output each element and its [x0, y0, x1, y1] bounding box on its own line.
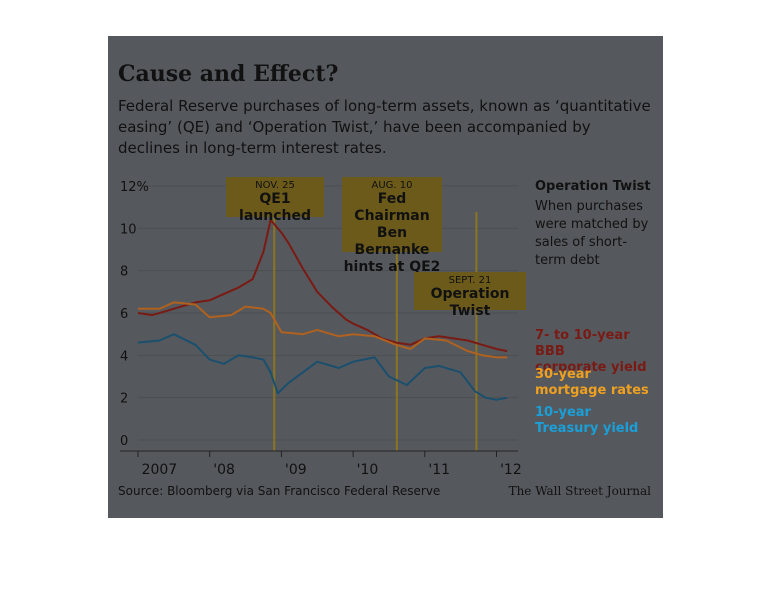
legend-mortgage-rates: 30-year mortgage rates	[535, 367, 649, 399]
horizontal-gridlines	[138, 185, 518, 441]
annotation-text: Operation Twist	[430, 286, 510, 319]
x-tick-label: '10	[357, 462, 379, 478]
legend-label: 10-year	[535, 405, 591, 420]
annotation-date: NOV. 25	[255, 180, 295, 191]
y-tick-label: 4	[120, 349, 128, 364]
annotation-text: Fed Chairman	[354, 191, 430, 224]
y-tick-label: 2	[120, 392, 128, 407]
x-tick-label: '11	[428, 462, 450, 478]
y-tick-label: 8	[120, 265, 128, 280]
x-axis-tick-labels: 2007 '08 '09 '10 '11 '12	[142, 462, 522, 478]
x-tick-label: '12	[500, 462, 522, 478]
annotation-date: SEPT. 21	[448, 275, 492, 286]
x-tick-label: 2007	[142, 462, 178, 478]
y-tick-label: 0	[120, 434, 128, 449]
mortgage-rates-line	[138, 301, 508, 359]
annotation-operation-twist: SEPT. 21 Operation Twist	[414, 272, 526, 319]
legend-label: 30-year	[535, 367, 591, 382]
x-axis	[120, 450, 518, 457]
y-axis-tick-labels: 12% 10 8 6 4 2 0	[120, 180, 149, 449]
chart-subtitle: Federal Reserve purchases of long-term a…	[118, 97, 651, 157]
annotation-text: hints at QE2	[343, 259, 441, 275]
y-tick-label: 10	[120, 222, 137, 237]
legend-treasury-yield: 10-year Treasury yield	[535, 405, 638, 437]
legend-label: corporate yield	[535, 360, 647, 375]
operation-twist-note-body: When purchases were matched by sales of …	[535, 199, 649, 268]
legend-label: 7- to 10-year BBB	[535, 328, 630, 359]
annotation-qe1: NOV. 25 QE1 launched	[226, 177, 324, 224]
series-lines	[137, 218, 508, 401]
chart-title: Cause and Effect?	[118, 61, 339, 87]
y-tick-label: 6	[120, 307, 128, 322]
legend-corporate-yield: 7- to 10-year BBB corporate yield	[535, 328, 663, 376]
annotation-text: Ben Bernanke	[354, 225, 430, 258]
annotation-date: AUG. 10	[371, 180, 413, 191]
chart-panel: 12% 10 8 6 4 2 0 2007 '08 '09 '10 '11 '12 Cause and…	[108, 36, 663, 518]
legend-label: mortgage rates	[535, 383, 649, 398]
annotation-qe2: AUG. 10 Fed Chairman Ben Bernanke hints …	[342, 177, 442, 275]
x-tick-label: '09	[285, 462, 307, 478]
y-tick-label: 12%	[120, 180, 149, 195]
annotation-text: QE1 launched	[239, 191, 311, 224]
treasury-yield-line	[137, 333, 508, 401]
source-note: Source: Bloomberg via San Francisco Fede…	[118, 484, 441, 498]
corporate-yield-line	[137, 218, 508, 353]
line-chart: 12% 10 8 6 4 2 0 2007 '08 '09 '10 '11 '12	[120, 180, 522, 478]
x-tick-label: '08	[213, 462, 235, 478]
legend-label: Treasury yield	[535, 421, 639, 436]
credit-note: The Wall Street Journal	[508, 484, 651, 498]
operation-twist-note-title: Operation Twist	[535, 179, 651, 194]
